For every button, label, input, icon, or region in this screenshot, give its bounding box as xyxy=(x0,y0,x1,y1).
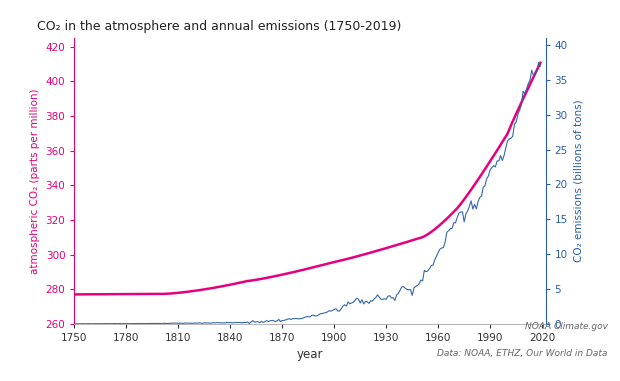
Text: Data: NOAA, ETHZ, Our World in Data: Data: NOAA, ETHZ, Our World in Data xyxy=(437,349,608,358)
Y-axis label: CO₂ emissions (billions of tons): CO₂ emissions (billions of tons) xyxy=(574,100,583,262)
Y-axis label: atmospheric CO₂ (parts per million): atmospheric CO₂ (parts per million) xyxy=(30,88,40,274)
Text: NOAA Climate.gov: NOAA Climate.gov xyxy=(525,322,608,331)
Text: CO₂ in the atmosphere and annual emissions (1750-2019): CO₂ in the atmosphere and annual emissio… xyxy=(37,20,401,33)
X-axis label: year: year xyxy=(297,349,323,362)
